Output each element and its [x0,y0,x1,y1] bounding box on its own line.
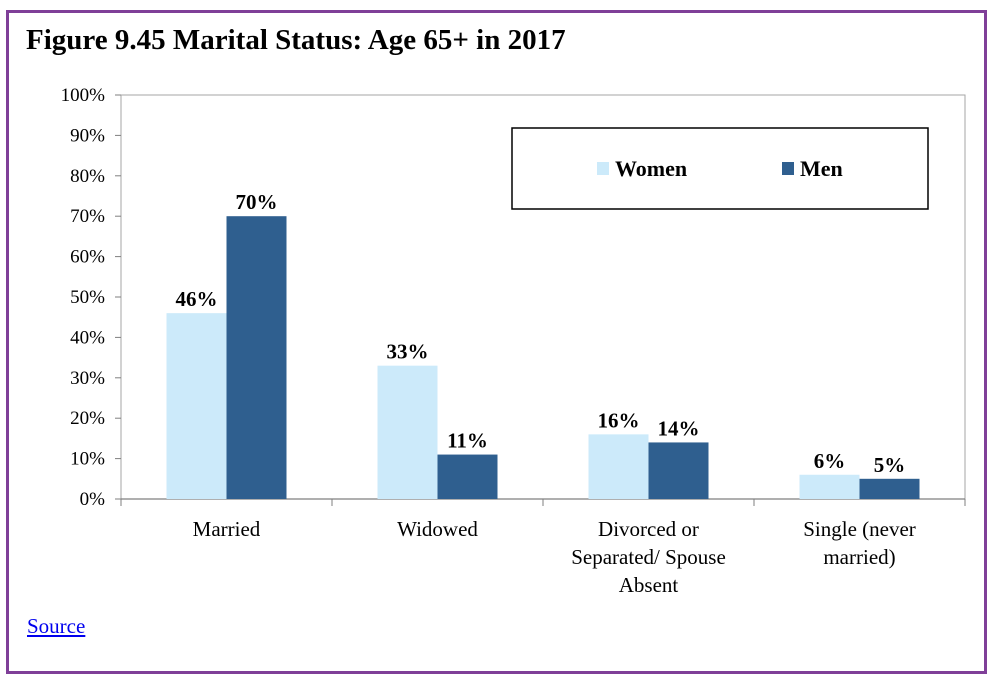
data-label: 16% [598,408,640,432]
category-label: married) [823,545,895,569]
bar-women [588,434,649,499]
bar-men [226,216,287,499]
data-label: 6% [814,449,846,473]
y-tick-label: 80% [70,166,105,187]
data-label: 14% [658,416,700,440]
legend-swatch-women [597,162,609,175]
data-label: 11% [447,429,488,453]
category-label: Absent [619,573,679,597]
y-tick-label: 20% [70,408,105,429]
figure-title: Figure 9.45 Marital Status: Age 65+ in 2… [26,24,566,56]
y-tick-label: 30% [70,368,105,389]
bar-women [166,313,227,499]
bar-men [859,478,920,499]
bar-men [437,454,498,499]
y-tick-label: 90% [70,125,105,146]
source-link[interactable]: Source [27,614,86,638]
data-label: 46% [176,287,218,311]
category-label: Widowed [397,517,478,541]
y-tick-label: 0% [80,489,106,510]
category-label: Separated/ Spouse [571,545,726,569]
legend-box [511,127,929,210]
category-label: Single (never [803,517,916,541]
data-label: 5% [874,453,906,477]
y-tick-label: 50% [70,287,105,308]
category-label: Married [193,517,261,541]
y-tick-label: 60% [70,247,105,268]
y-tick-label: 10% [70,449,105,470]
bar-women [799,474,860,499]
data-label: 33% [387,340,429,364]
bar-women [377,365,438,499]
y-tick-label: 40% [70,327,105,348]
legend-label-men: Men [800,156,843,181]
legend-swatch-men [782,162,794,175]
data-label: 70% [236,190,278,214]
legend-label-women: Women [615,156,687,181]
category-label: Divorced or [598,517,699,541]
y-tick-label: 100% [61,85,106,106]
bar-men [648,442,709,499]
y-tick-label: 70% [70,206,105,227]
